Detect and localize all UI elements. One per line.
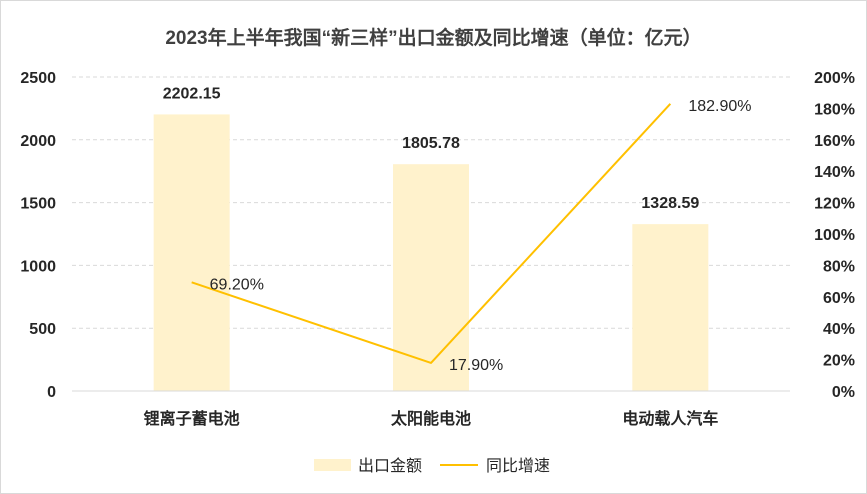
y-right-tick-label: 200% (814, 70, 855, 87)
y-right-tick-label: 80% (823, 258, 855, 275)
legend: 出口金额 同比增速 (314, 457, 550, 475)
legend-item-line-series: 同比增速 (440, 457, 550, 475)
y-left-tick-label: 1500 (20, 196, 56, 213)
legend-bar-swatch (314, 459, 351, 471)
bar-data-label: 2202.15 (163, 85, 221, 102)
y-right-tick-label: 120% (814, 196, 855, 213)
bar (153, 114, 230, 391)
bar (632, 224, 709, 391)
y-left-tick-label: 2000 (20, 133, 56, 150)
y-right-tick-label: 40% (823, 321, 855, 338)
y-right-tick-label: 160% (814, 133, 855, 150)
chart-title: 2023年上半年我国“新三样”出口金额及同比增速（单位：亿元） (165, 26, 701, 49)
y-left-tick-label: 1000 (20, 258, 56, 275)
legend-item-bar-series: 出口金额 (314, 457, 422, 475)
legend-label-bar-series: 出口金额 (358, 457, 422, 475)
x-category-label: 电动载人汽车 (622, 409, 718, 428)
bar (393, 164, 469, 391)
bar-data-label: 1328.59 (641, 195, 699, 212)
line-data-label: 69.20% (210, 276, 264, 293)
y-left-tick-label: 2500 (20, 70, 56, 87)
y-right-tick-label: 0% (832, 384, 855, 401)
y-right-tick-label: 60% (823, 290, 855, 307)
y-right-tick-label: 140% (814, 164, 855, 181)
x-category-label: 太阳能电池 (390, 409, 471, 428)
line-data-label: 17.90% (449, 357, 503, 374)
growth-rate-line (191, 103, 672, 364)
y-right-tick-label: 180% (814, 101, 855, 118)
x-category-label: 锂离子蓄电池 (144, 409, 240, 428)
y-left-tick-label: 0 (47, 384, 56, 401)
y-left-tick-label: 500 (29, 321, 56, 338)
bar-data-label: 1805.78 (402, 135, 460, 152)
y-right-tick-label: 20% (823, 353, 855, 370)
plot-area: 0 500 1000 1500 2000 2500 0% 20% 40% 60% 80% 100% 12… (20, 70, 855, 428)
legend-label-line-series: 同比增速 (486, 457, 550, 475)
y-right-tick-label: 100% (814, 227, 855, 244)
line-data-label: 182.90% (688, 98, 751, 115)
